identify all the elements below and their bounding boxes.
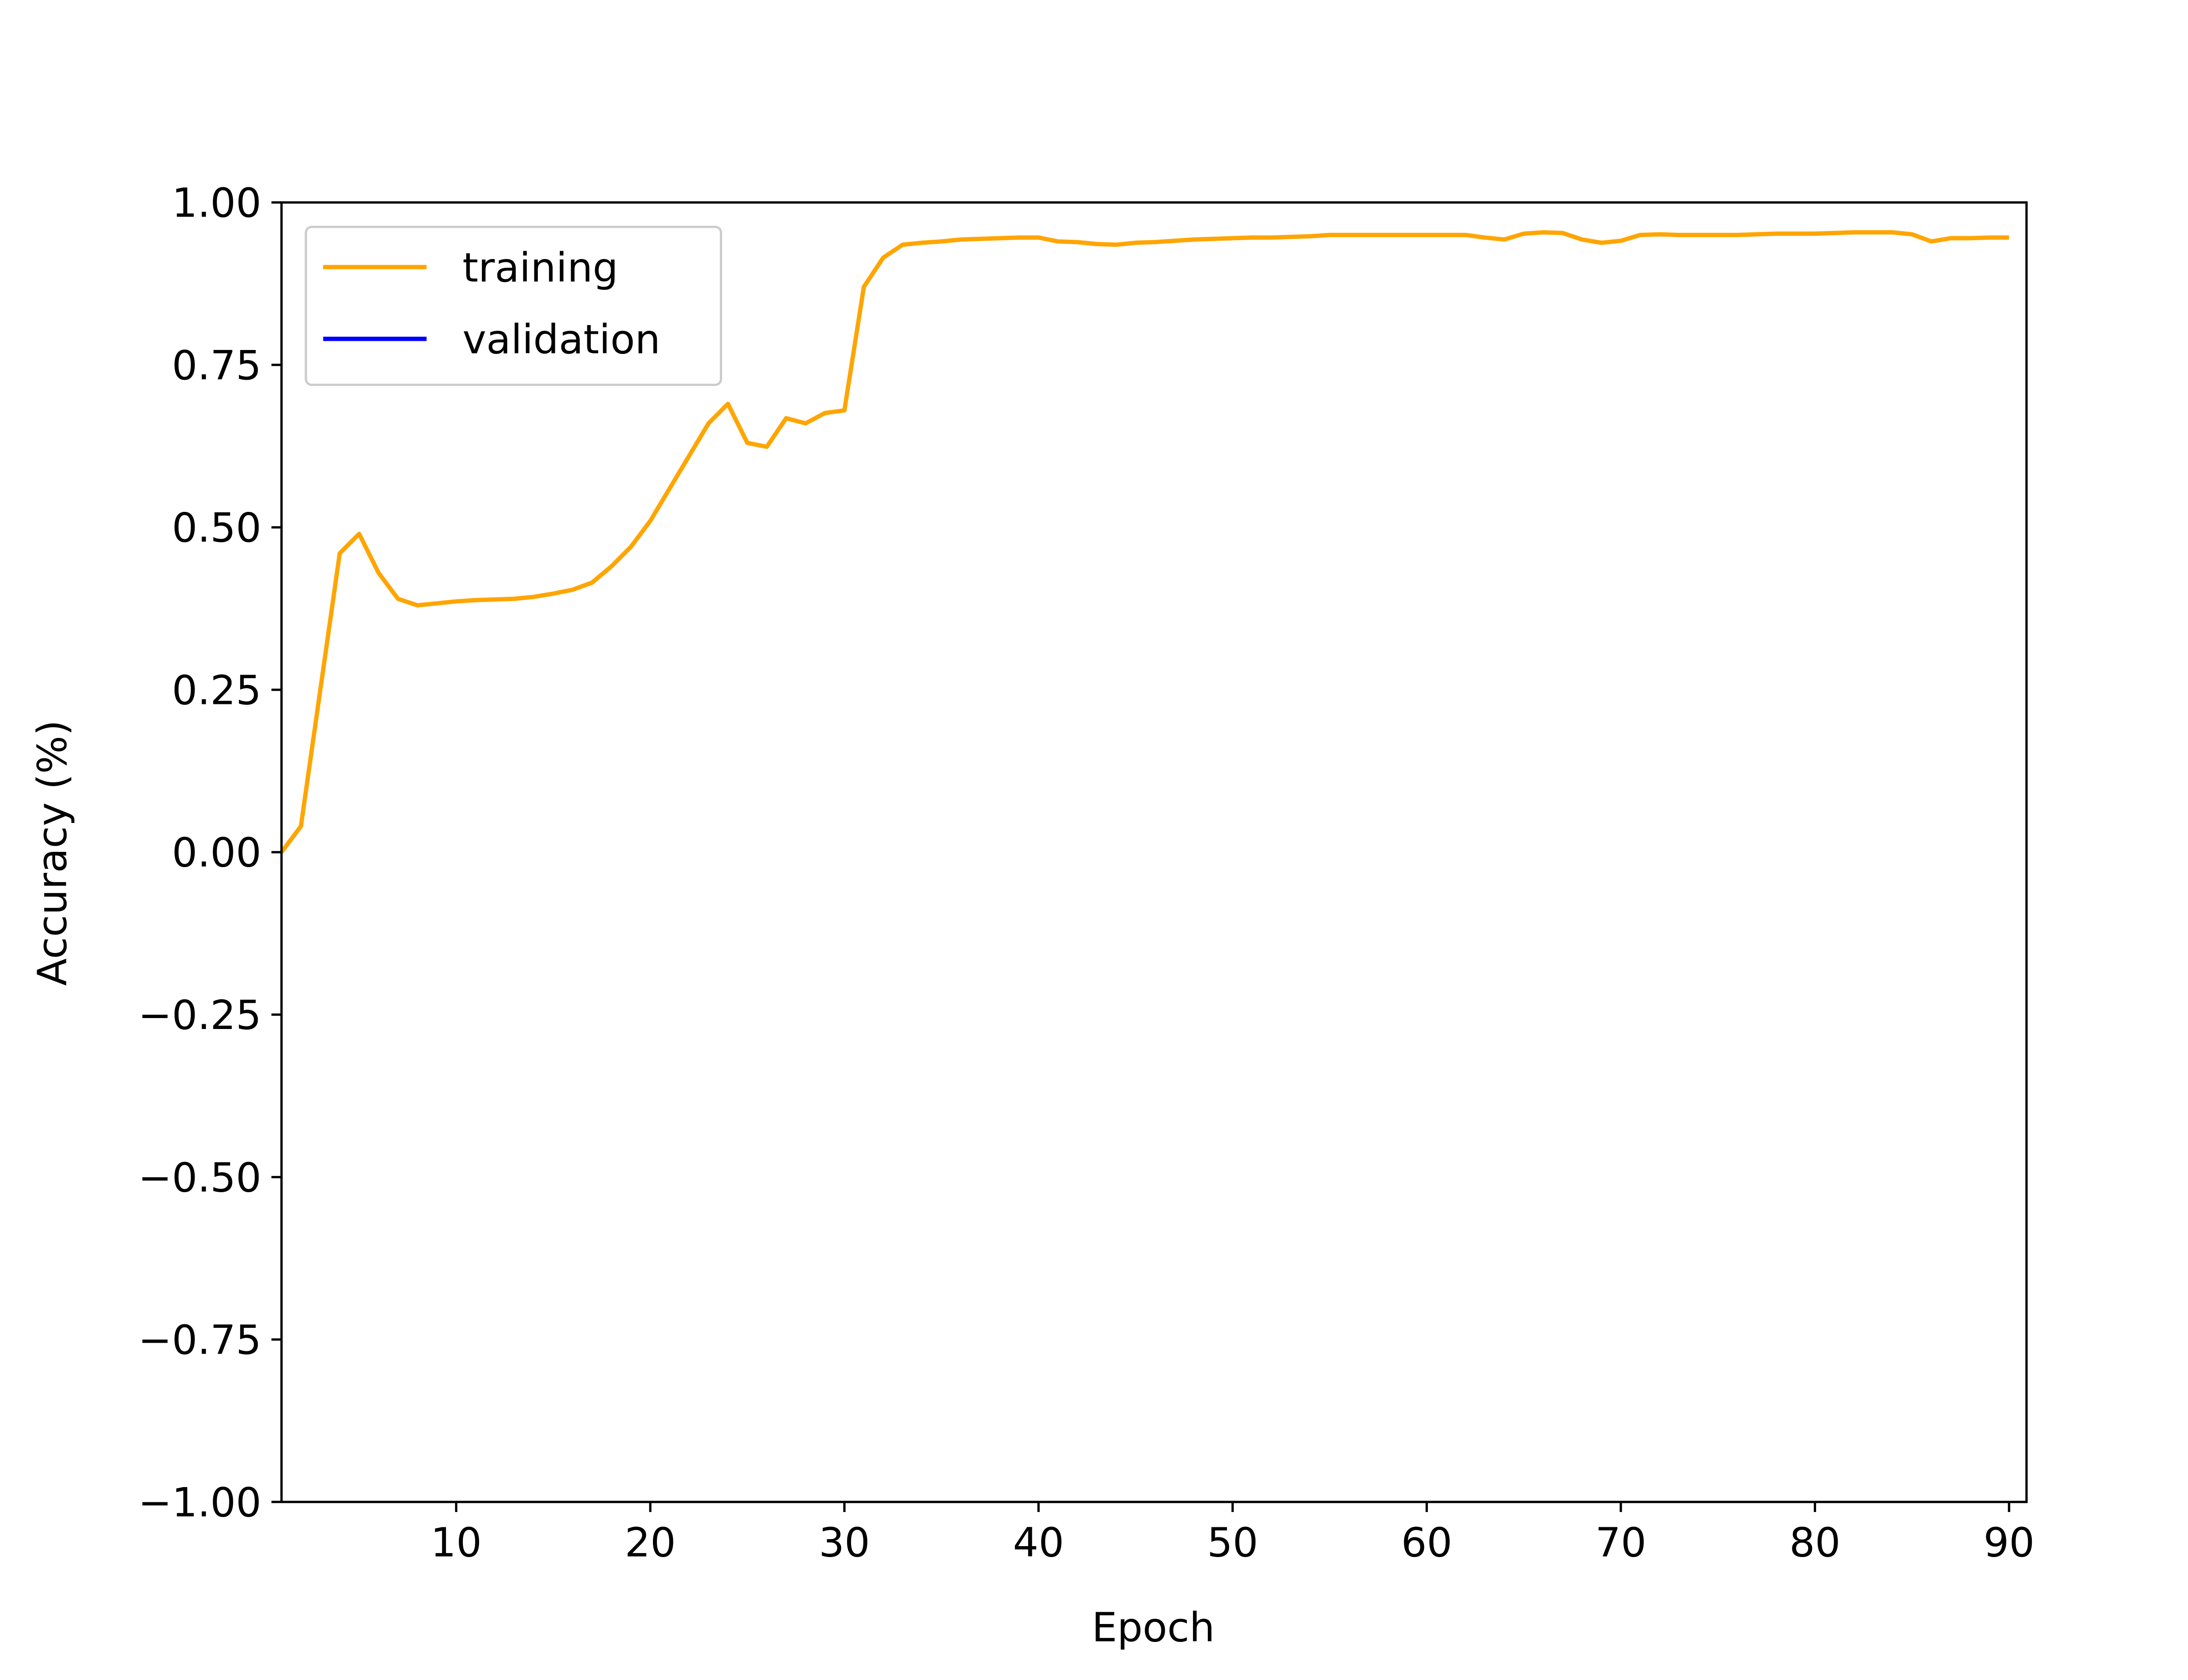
y-axis-label: Accuracy (%)	[29, 720, 76, 986]
y-tick-label: −1.00	[138, 1479, 262, 1526]
x-tick-label: 70	[1595, 1519, 1646, 1566]
y-tick-label: −0.50	[138, 1154, 262, 1201]
x-tick-label: 90	[1984, 1519, 2035, 1566]
plot-frame	[280, 201, 2028, 1503]
y-tick-label: −0.25	[138, 992, 262, 1039]
x-tick-label: 60	[1401, 1519, 1452, 1566]
y-tick-label: −0.75	[138, 1317, 262, 1364]
y-tick-label: 1.00	[172, 180, 262, 227]
y-tick-label: 0.25	[172, 667, 262, 714]
x-axis-label: Epoch	[1092, 1604, 1215, 1651]
x-tick-label: 20	[625, 1519, 676, 1566]
y-tick-label: 0.50	[172, 504, 262, 551]
x-tick-label: 30	[819, 1519, 870, 1566]
legend-label: training	[463, 244, 618, 291]
legend-label: validation	[463, 316, 660, 363]
series-line	[280, 230, 2009, 854]
x-tick-label: 50	[1207, 1519, 1258, 1566]
x-tick-label: 40	[1013, 1519, 1064, 1566]
x-tick-label: 10	[431, 1519, 482, 1566]
x-tick-label: 80	[1789, 1519, 1841, 1566]
y-tick-label: 0.00	[172, 830, 262, 876]
y-tick-label: 0.75	[172, 342, 262, 389]
